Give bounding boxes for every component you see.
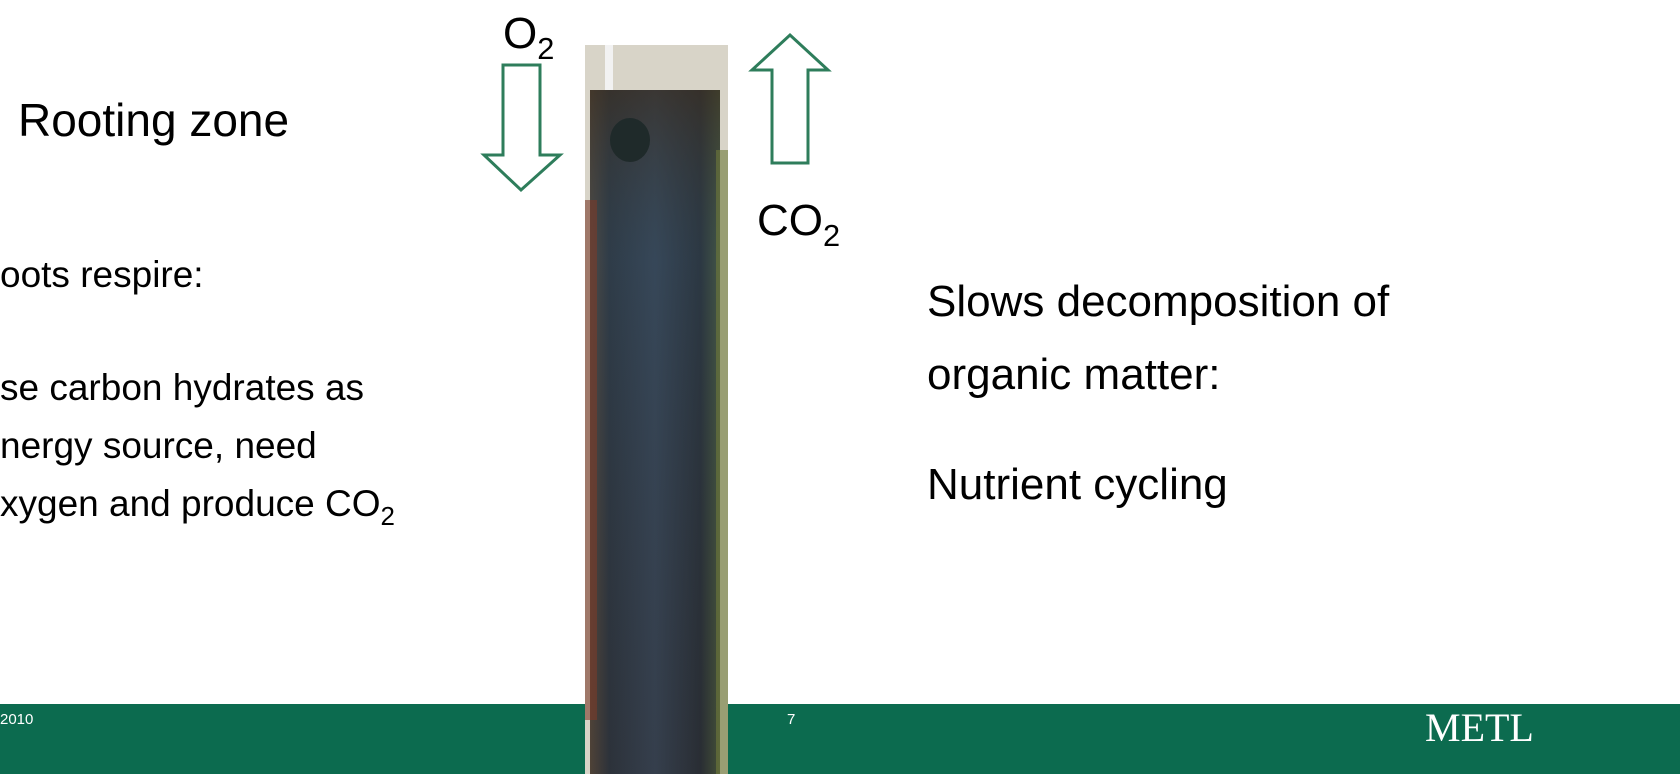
right-line: Slows decomposition of — [927, 277, 1390, 326]
co2-label: CO2 — [757, 196, 840, 251]
text: O — [503, 9, 538, 58]
subscript: 2 — [380, 503, 395, 532]
footer-date: 2010 — [0, 711, 34, 728]
o2-label: O2 — [503, 9, 554, 64]
title: Rooting zone — [18, 94, 290, 146]
right-line: organic matter: — [927, 350, 1221, 399]
footer-bar — [0, 704, 1680, 774]
arrow-up — [748, 32, 832, 165]
subscript: 2 — [823, 217, 841, 253]
soil-core-photo — [585, 45, 728, 774]
right-second: Nutrient cycling — [927, 460, 1228, 509]
left-line: nergy source, need — [0, 425, 317, 466]
text: CO — [757, 196, 823, 245]
subscript: 2 — [537, 30, 555, 66]
left-line: xygen and produce CO2 — [0, 483, 395, 530]
left-heading: oots respire: — [0, 254, 204, 295]
page-number: 7 — [787, 711, 796, 728]
left-line: se carbon hydrates as — [0, 367, 365, 408]
logo: METL — [1425, 705, 1534, 750]
text: xygen and produce CO — [0, 483, 381, 524]
arrow-down — [480, 63, 564, 193]
